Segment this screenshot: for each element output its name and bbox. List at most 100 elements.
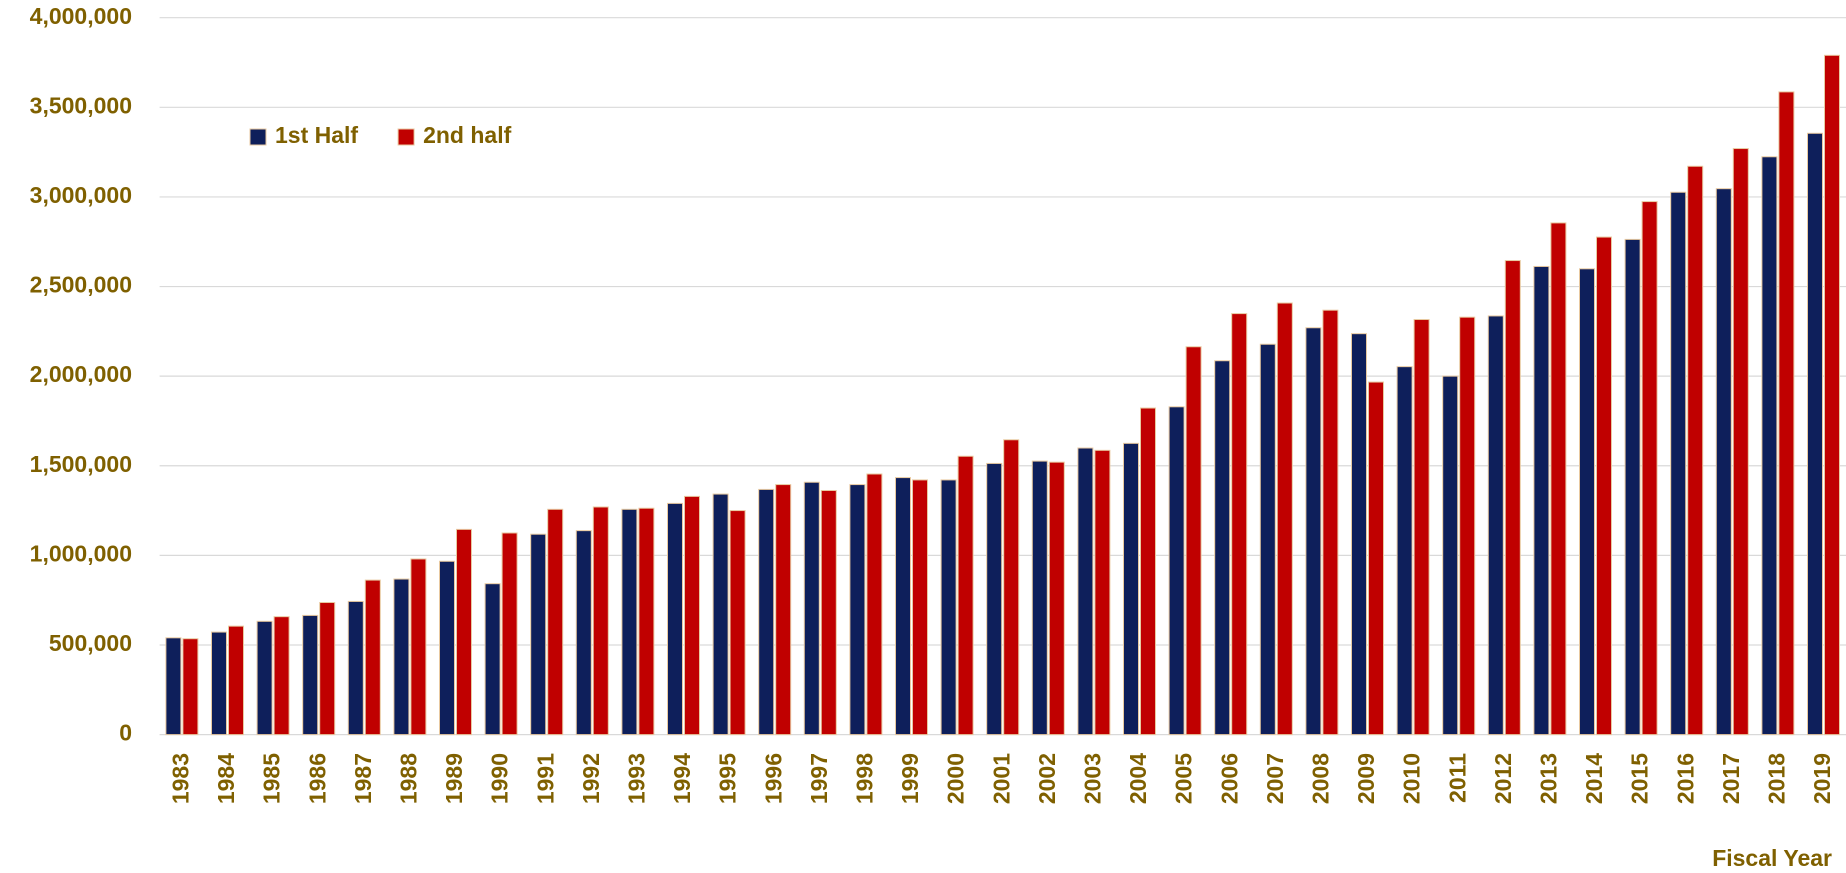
bar	[393, 578, 410, 736]
bar	[638, 507, 655, 736]
bar	[1259, 343, 1276, 736]
bar	[211, 631, 227, 736]
x-tick-label: 1991	[532, 753, 558, 804]
bar	[439, 560, 455, 736]
bar	[1048, 461, 1065, 736]
bar	[1231, 313, 1248, 736]
y-tick-label: 2,000,000	[30, 361, 132, 387]
x-tick-label: 2016	[1672, 753, 1698, 804]
bar	[1322, 309, 1339, 736]
x-tick-label: 1998	[851, 753, 877, 804]
x-tick-label: 2018	[1763, 753, 1789, 804]
bar	[866, 473, 883, 736]
bar	[1824, 54, 1840, 736]
bar	[820, 489, 837, 736]
bar	[1807, 132, 1823, 736]
x-tick-label: 2005	[1171, 753, 1197, 804]
bar	[1413, 319, 1430, 736]
x-tick-label: 2004	[1125, 753, 1151, 804]
x-tick-label: 1996	[760, 753, 786, 804]
bar	[667, 502, 683, 736]
bar	[1094, 449, 1111, 736]
bar	[940, 479, 957, 736]
x-tick-label: 1986	[304, 753, 330, 804]
bar	[712, 493, 729, 736]
x-tick-label: 2002	[1034, 753, 1060, 804]
bar	[1596, 236, 1612, 736]
bar	[1351, 333, 1367, 736]
bar	[547, 508, 564, 736]
bar	[1641, 201, 1658, 736]
bar	[319, 602, 336, 736]
bar	[302, 614, 319, 736]
bar	[986, 462, 1003, 736]
bar	[484, 583, 501, 736]
y-tick-label: 1,000,000	[30, 540, 132, 566]
bar	[1003, 439, 1020, 736]
bar	[803, 481, 820, 736]
x-tick-label: 2019	[1809, 753, 1835, 804]
x-tick-label: 2007	[1262, 753, 1288, 804]
bar	[1276, 302, 1293, 736]
bar	[228, 625, 244, 736]
bar	[1185, 346, 1202, 736]
bar	[364, 579, 381, 736]
bar	[1687, 165, 1704, 736]
bar	[849, 484, 866, 736]
x-tick-label: 1987	[350, 753, 376, 804]
y-tick-label: 3,000,000	[30, 182, 132, 208]
bar	[895, 477, 911, 736]
x-tick-label: 2000	[943, 753, 969, 804]
x-tick-label: 2010	[1399, 753, 1425, 804]
y-tick-label: 2,500,000	[30, 272, 132, 298]
x-tick-label: 2001	[988, 753, 1014, 804]
bar	[1732, 148, 1749, 736]
bar	[1715, 188, 1732, 736]
bar	[684, 495, 700, 736]
bar	[1579, 268, 1595, 736]
y-tick-label: 0	[119, 720, 132, 746]
x-tick-label: 1983	[167, 753, 193, 804]
x-tick-label: 1999	[897, 753, 923, 804]
bar	[1670, 191, 1687, 736]
y-tick-label: 1,500,000	[30, 451, 132, 477]
x-tick-label: 1984	[213, 753, 239, 804]
x-tick-label: 2008	[1307, 753, 1333, 804]
bar	[758, 488, 775, 736]
y-tick-label: 4,000,000	[30, 3, 132, 29]
bar	[621, 508, 638, 736]
bar	[410, 558, 427, 736]
legend-swatch	[397, 128, 415, 146]
x-tick-label: 1988	[395, 753, 421, 804]
x-tick-label: 1995	[715, 753, 741, 804]
y-tick-label: 3,500,000	[30, 92, 132, 118]
bar	[501, 532, 518, 736]
bar	[1778, 91, 1795, 736]
x-tick-label: 2003	[1079, 753, 1105, 804]
x-tick-label: 1992	[578, 753, 604, 804]
bar	[1624, 238, 1641, 736]
x-tick-label: 1993	[623, 753, 649, 804]
bar	[1140, 407, 1156, 736]
bar	[1305, 327, 1322, 736]
bar	[1077, 447, 1094, 736]
bar	[1031, 460, 1048, 736]
bar	[456, 528, 472, 736]
bar	[1504, 260, 1521, 736]
bar	[1123, 442, 1139, 736]
x-tick-label: 1994	[669, 753, 695, 804]
bar	[1487, 315, 1504, 736]
bar	[1550, 222, 1567, 736]
bar	[1442, 375, 1459, 736]
y-tick-label: 500,000	[49, 630, 132, 656]
bar	[1214, 360, 1231, 736]
x-axis-label: Fiscal Year	[1712, 845, 1832, 871]
bar	[530, 533, 547, 736]
x-tick-label: 2014	[1581, 753, 1607, 804]
bar	[957, 455, 974, 736]
x-tick-label: 1985	[259, 753, 285, 804]
x-tick-label: 2013	[1535, 753, 1561, 804]
x-tick-label: 2011	[1444, 753, 1470, 803]
bar	[1368, 381, 1384, 736]
x-tick-label: 2015	[1627, 753, 1653, 804]
